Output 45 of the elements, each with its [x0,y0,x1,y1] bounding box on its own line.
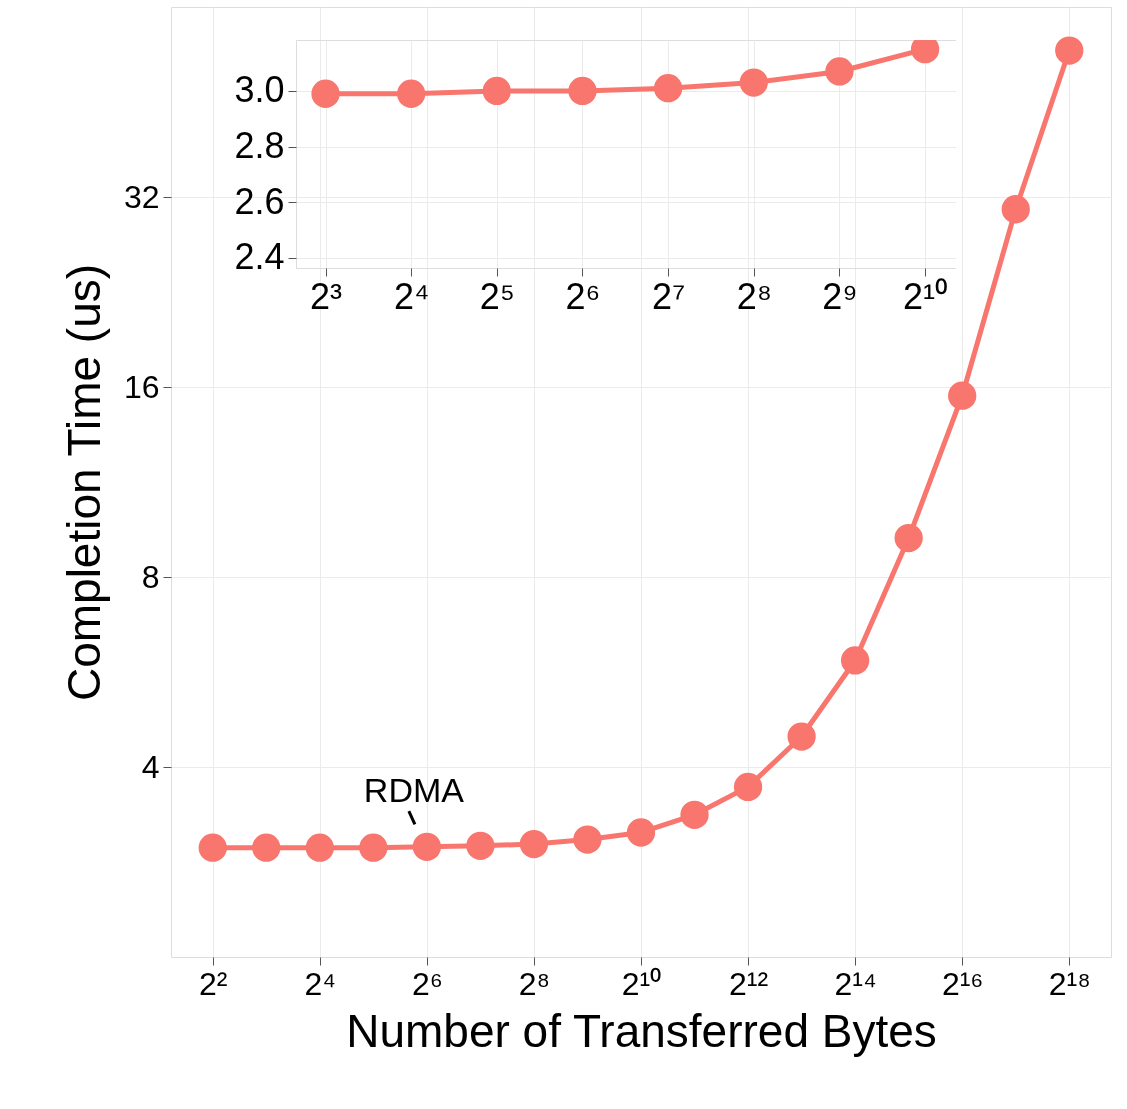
y-tick-label: 32 [123,178,160,215]
x-tick-label: 2¹² [729,965,769,1002]
point [680,800,709,829]
y-tick-label: 16 [123,368,160,405]
x-tick-label: 2¹⁸ [1048,965,1091,1002]
y-tick-label: 8 [141,558,160,595]
x-tick-label: 2⁸ [736,275,772,317]
point [252,833,281,862]
point [1001,195,1030,224]
point [198,833,227,862]
y-tick-label: 2.6 [234,180,285,222]
point [626,818,656,847]
annotation: RDMA [363,770,465,809]
point [840,646,870,675]
y-axis-title: Completion Time (us) [57,263,110,702]
x-tick-label: 2⁵ [479,275,515,317]
x-tick-label: 2² [199,965,228,1002]
x-tick-label: 2¹⁶ [941,965,984,1002]
point [466,831,495,860]
point [359,833,388,862]
x-tick-label: 2³ [310,275,343,317]
x-tick-label: 2⁴ [393,275,430,317]
point [894,523,923,553]
x-tick-label: 2¹⁰ [903,275,949,317]
point [787,722,816,751]
x-tick-label: 2⁷ [652,275,686,317]
x-tick-label: 2⁶ [411,965,443,1002]
point [519,829,549,859]
point [948,381,977,410]
y-tick-label: 4 [141,748,160,785]
x-tick-label: 2⁹ [822,275,858,317]
point [412,832,442,861]
x-tick-label: 2⁴ [304,965,337,1002]
y-tick-label: 3.0 [234,69,285,111]
point [733,772,763,802]
x-tick-label: 2⁸ [518,965,551,1002]
x-tick-label: 2⁶ [565,275,601,317]
y-tick-label: 2.8 [234,125,285,167]
point [573,825,602,854]
y-tick-label: 2.4 [234,236,285,278]
x-tick-label: 2¹⁰ [621,965,662,1002]
point [305,833,334,862]
x-axis-title: Number of Transferred Bytes [346,1004,937,1057]
point [1055,36,1084,65]
x-tick-label: 2¹⁴ [834,965,877,1002]
